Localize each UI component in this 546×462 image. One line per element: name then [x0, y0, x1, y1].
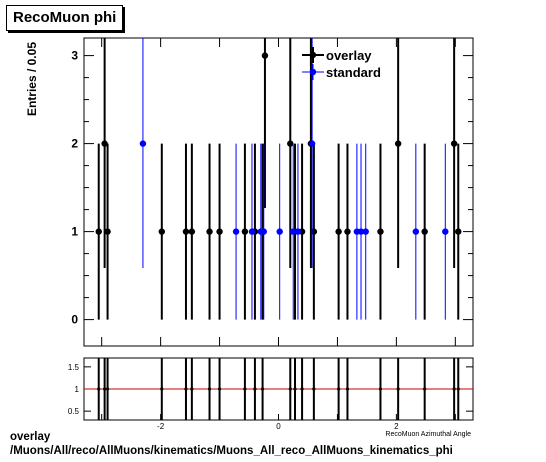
legend-marker-overlay [309, 51, 317, 59]
overlay-point [261, 52, 269, 59]
footer-line-2: /Muons/All/reco/AllMuons/kinematics/Muon… [10, 445, 453, 457]
overlay-point [287, 140, 294, 147]
standard-point [357, 228, 365, 235]
ratio-point [243, 387, 247, 391]
main-frame [83, 37, 474, 347]
standard-point [260, 228, 267, 235]
ratio-point [452, 387, 456, 391]
standard-point [276, 228, 283, 235]
standard-point [248, 228, 256, 235]
ratio-point [337, 387, 341, 391]
overlay-point [104, 228, 111, 235]
ratio-y-tick-label: 1 [75, 385, 80, 394]
overlay-point [335, 228, 342, 235]
standard-point [442, 228, 449, 235]
ratio-point [396, 387, 400, 391]
standard-point [290, 228, 297, 235]
legend-label-standard: standard [326, 65, 381, 80]
standard-point [232, 228, 240, 235]
ratio-x-tick-label: 0 [276, 422, 281, 431]
ratio-point [253, 387, 257, 391]
ratio-point [160, 387, 164, 391]
overlay-point [421, 228, 428, 235]
overlay-point [394, 140, 402, 147]
overlay-point [101, 140, 108, 147]
y-axis-label: Entries / 0.05 [25, 42, 39, 116]
ratio-point [423, 387, 427, 391]
ratio-x-tick-label: 2 [394, 422, 399, 431]
ratio-point [345, 387, 350, 391]
overlay-point [450, 140, 458, 147]
overlay-point [344, 228, 351, 235]
ratio-point [184, 387, 188, 391]
ratio-point [207, 387, 212, 391]
overlay-point [95, 228, 102, 235]
ratio-point [105, 387, 110, 391]
standard-point [362, 228, 369, 235]
standard-point [308, 140, 316, 147]
ratio-y-tick-label: 1.5 [68, 363, 80, 372]
y-tick-label: 1 [71, 225, 78, 239]
x-axis-label: RecoMuon Azimuthal Angle [385, 431, 471, 438]
plot-title: RecoMuon phi [6, 5, 124, 31]
standard-point [412, 228, 420, 235]
y-tick-label: 3 [71, 49, 78, 63]
legend-marker-standard [309, 68, 317, 76]
overlay-point [206, 228, 213, 235]
overlay-point [158, 228, 165, 235]
ratio-point [190, 387, 194, 391]
ratio-point [312, 387, 316, 391]
ratio-point [293, 387, 297, 391]
ratio-point [456, 387, 460, 391]
ratio-x-tick-label: -2 [157, 422, 165, 431]
ratio-point [103, 387, 107, 391]
standard-point [139, 140, 147, 147]
ratio-y-tick-label: 0.5 [68, 407, 80, 416]
y-tick-label: 0 [71, 313, 78, 327]
ratio-point [300, 387, 304, 391]
y-tick-label: 2 [71, 137, 78, 151]
ratio-point [288, 387, 292, 391]
standard-point [294, 228, 302, 235]
footer-line-1: overlay [10, 431, 51, 443]
overlay-point [377, 228, 384, 235]
main-panel: 0 1 2 3 Entries / 0.05 overlay standard [25, 37, 474, 347]
ratio-point [217, 387, 222, 391]
ratio-point [260, 387, 265, 391]
overlay-point [241, 228, 249, 235]
legend-label-overlay: overlay [326, 48, 372, 63]
overlay-point [455, 228, 462, 235]
overlay-point [216, 228, 223, 235]
overlay-point [188, 228, 196, 235]
ratio-point [97, 387, 101, 391]
ratio-point [378, 387, 383, 391]
overlay-point [182, 228, 190, 235]
